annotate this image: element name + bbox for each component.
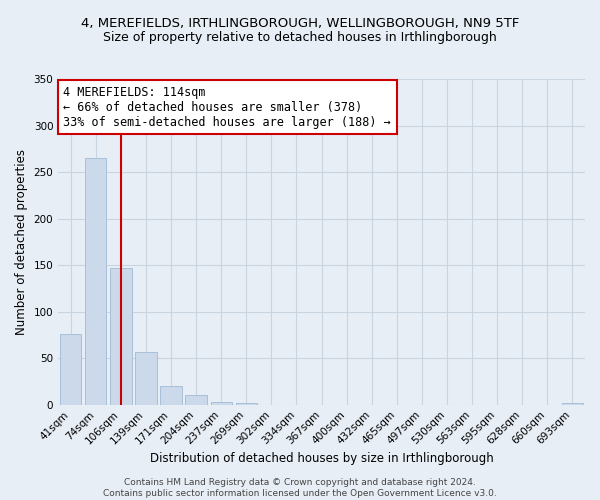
Bar (185, 396, 207, 404)
Bar (85, 158, 106, 404)
X-axis label: Distribution of detached houses by size in Irthlingborough: Distribution of detached houses by size … (150, 452, 493, 465)
Text: Size of property relative to detached houses in Irthlingborough: Size of property relative to detached ho… (103, 31, 497, 44)
Bar (236, 403, 257, 404)
Bar (60, 334, 82, 404)
Bar (562, 403, 583, 404)
Bar (110, 268, 131, 404)
Bar (160, 386, 182, 404)
Bar (136, 352, 157, 405)
Y-axis label: Number of detached properties: Number of detached properties (15, 149, 28, 335)
Bar (211, 402, 232, 404)
Text: 4, MEREFIELDS, IRTHLINGBOROUGH, WELLINGBOROUGH, NN9 5TF: 4, MEREFIELDS, IRTHLINGBOROUGH, WELLINGB… (81, 18, 519, 30)
Text: Contains HM Land Registry data © Crown copyright and database right 2024.
Contai: Contains HM Land Registry data © Crown c… (103, 478, 497, 498)
Text: 4 MEREFIELDS: 114sqm
← 66% of detached houses are smaller (378)
33% of semi-deta: 4 MEREFIELDS: 114sqm ← 66% of detached h… (64, 86, 391, 128)
